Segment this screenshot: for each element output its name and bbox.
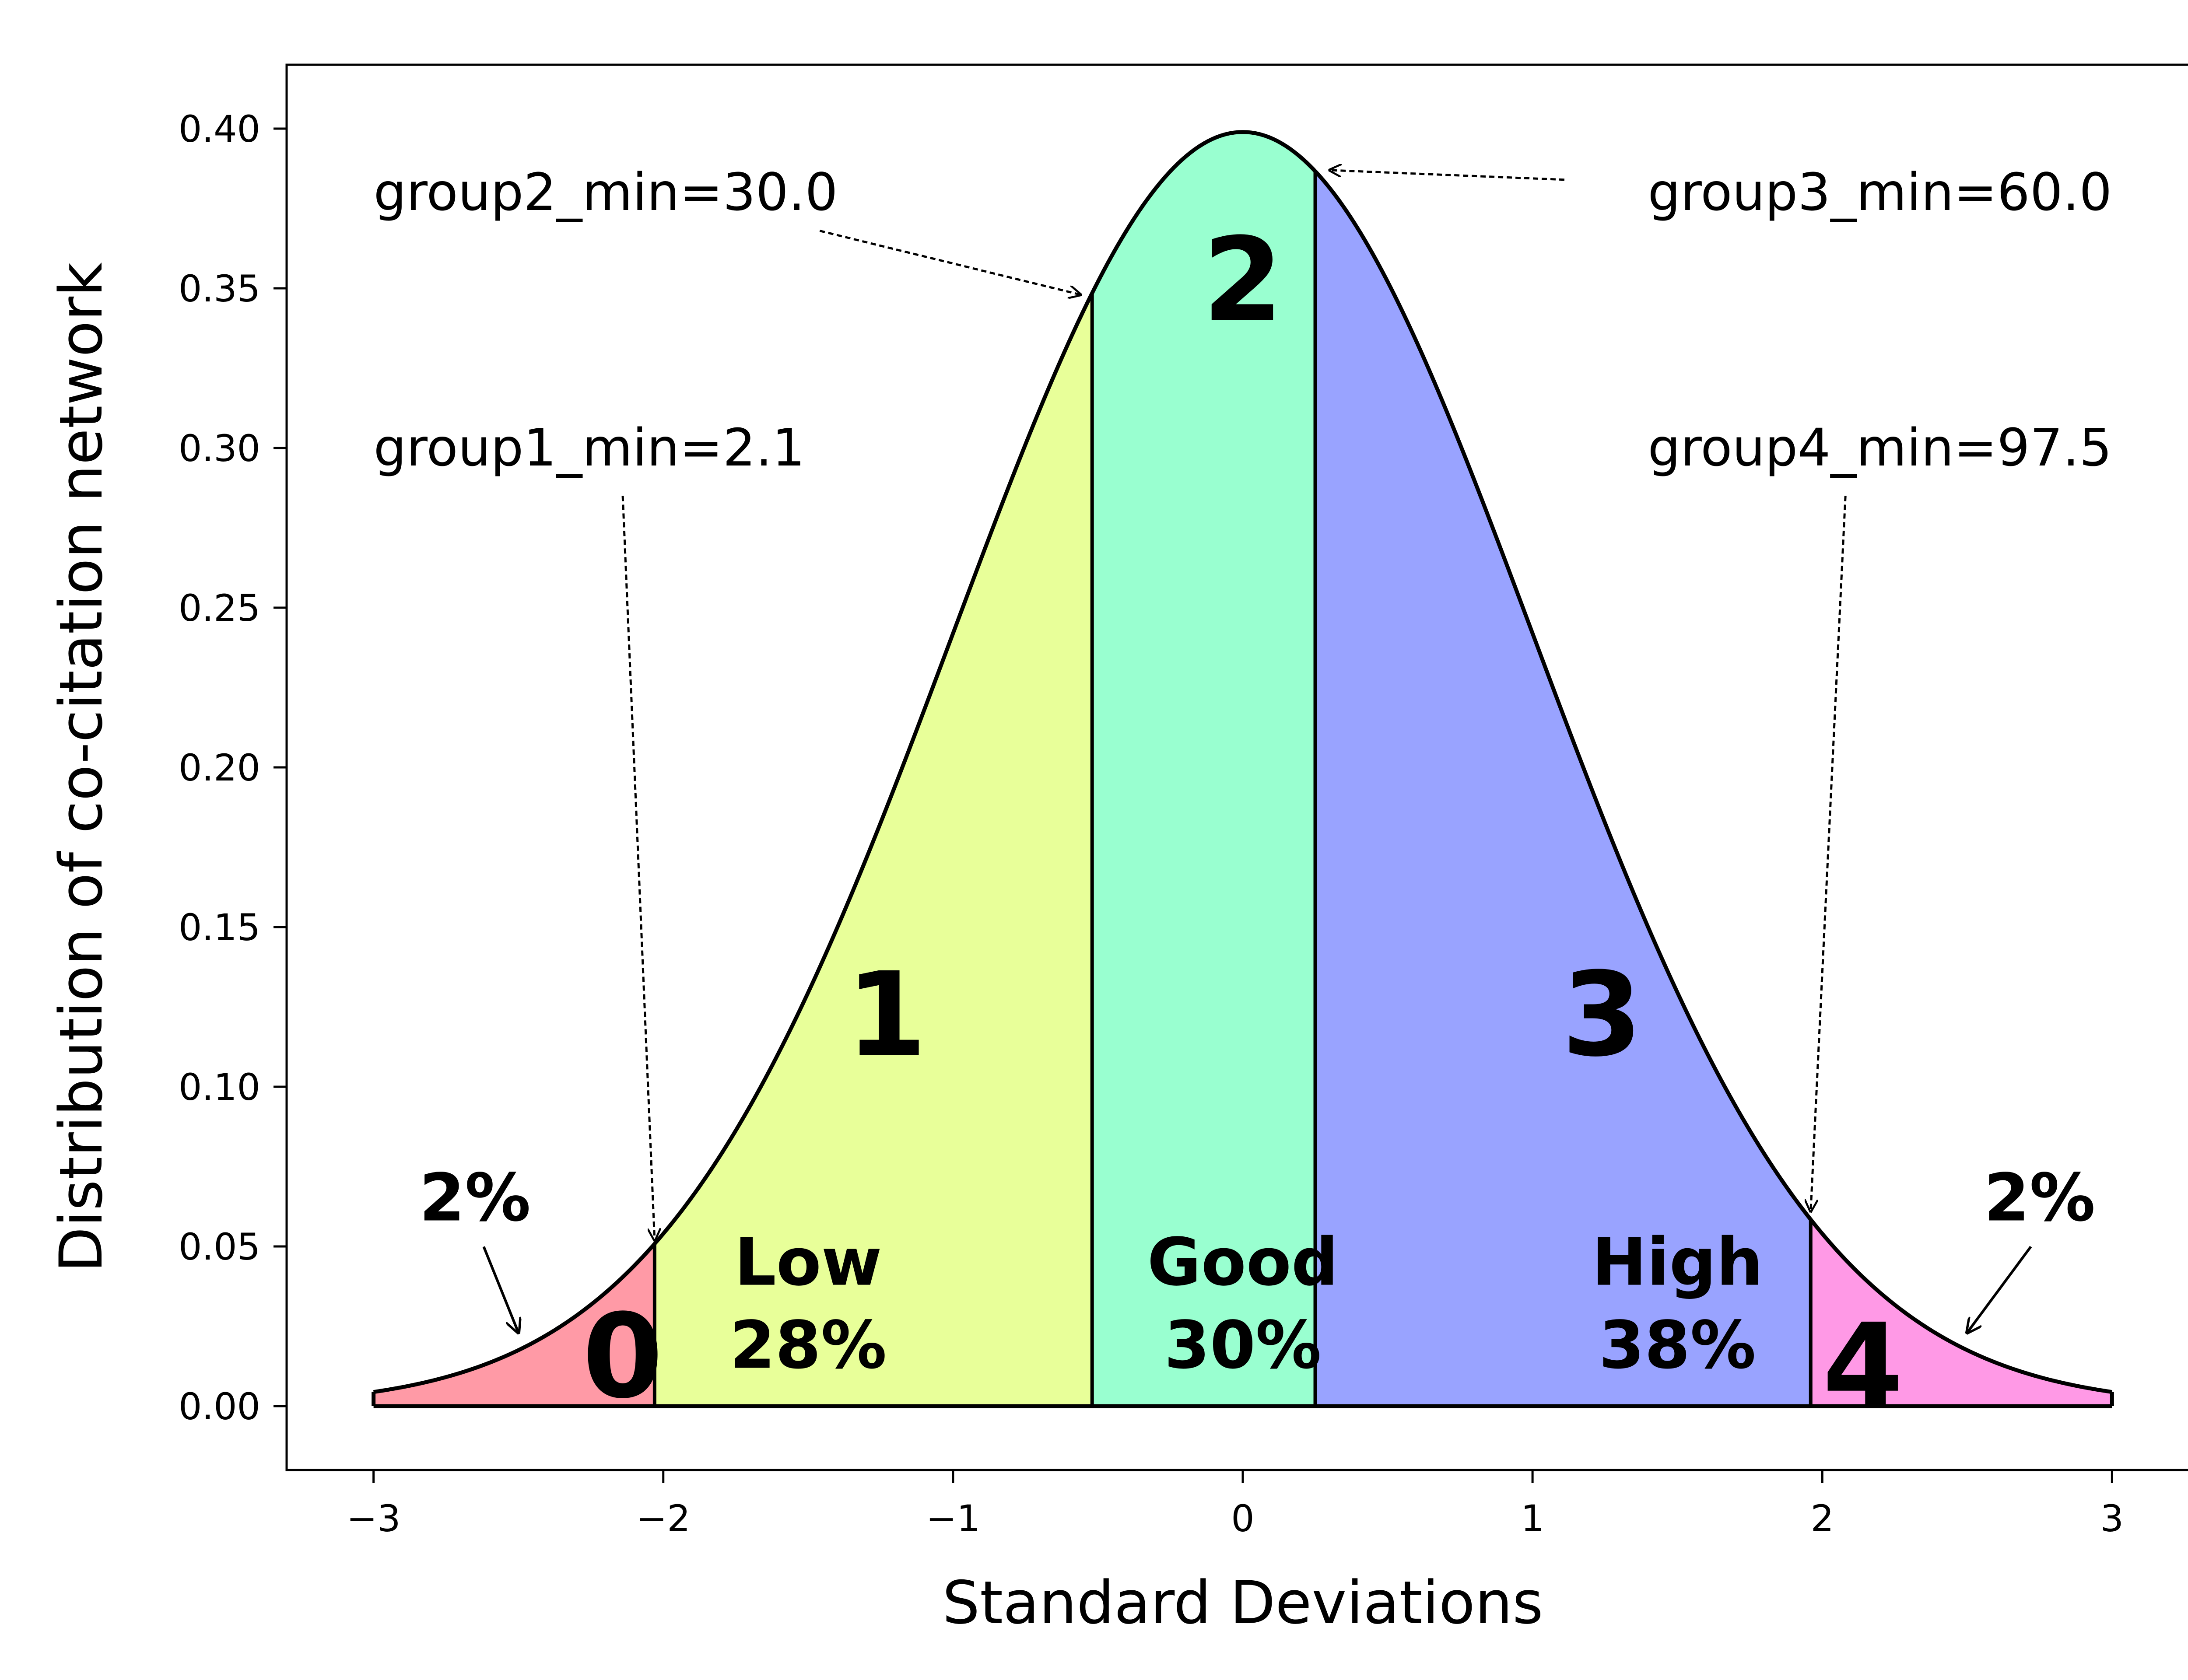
annotation-arrow — [819, 230, 1080, 295]
tail-percent-label: 2% — [419, 1160, 531, 1236]
annotation-text: group2_min=30.0 — [374, 162, 838, 222]
y-tick-label: 0.15 — [179, 906, 260, 949]
region-number-3: 3 — [1562, 948, 1642, 1082]
region-percent-2: 30% — [1164, 1307, 1321, 1383]
y-tick-label: 0.25 — [179, 587, 260, 630]
y-tick-label: 0.00 — [179, 1385, 260, 1428]
region-0-area — [373, 1243, 655, 1406]
region-2-area — [1092, 132, 1315, 1406]
y-tick-label: 0.20 — [179, 746, 260, 789]
ticks-layer: −3 −2 −1 0 1 2 3 0.00 0.05 0.10 0.15 0.20 0.25 0.30 0.… — [179, 108, 2124, 1540]
region-number-2: 2 — [1203, 213, 1283, 348]
y-tick-label: 0.40 — [179, 108, 260, 150]
region-3-area — [1315, 171, 1811, 1406]
region-name-2: Good — [1147, 1225, 1339, 1301]
x-tick-label: −1 — [926, 1497, 980, 1540]
tail-percent-arrow — [482, 1246, 518, 1333]
regions-layer — [373, 132, 2112, 1406]
annotation-text: group4_min=97.5 — [1648, 417, 2112, 478]
y-tick-label: 0.10 — [179, 1066, 260, 1109]
region-percent-3: 38% — [1599, 1307, 1756, 1383]
density-curve — [373, 130, 2113, 1394]
region-name-3: High — [1592, 1225, 1763, 1301]
x-tick-label: −3 — [347, 1497, 401, 1540]
y-tick-label: 0.35 — [179, 267, 260, 310]
x-tick-label: 2 — [1811, 1497, 1834, 1540]
region-number-4: 4 — [1823, 1299, 1903, 1434]
annotation-arrow — [1811, 496, 1847, 1211]
y-tick-label: 0.05 — [179, 1225, 260, 1268]
y-axis-title: Distribution of co-citation network — [47, 262, 116, 1273]
x-tick-label: 3 — [2100, 1497, 2124, 1540]
y-tick-label: 0.30 — [179, 427, 260, 470]
x-tick-label: −2 — [636, 1497, 691, 1540]
region-number-1: 1 — [846, 948, 926, 1082]
annotation-arrow — [621, 496, 655, 1240]
x-tick-label: 0 — [1231, 1497, 1254, 1540]
curve-layer — [372, 130, 2114, 1408]
region-1-area — [654, 293, 1092, 1406]
x-tick-label: 1 — [1521, 1497, 1544, 1540]
region-4-area — [1810, 1219, 2112, 1406]
annotation-arrow — [1330, 170, 1565, 181]
tail-percent-arrow — [1967, 1246, 2032, 1333]
region-name-1: Low — [734, 1225, 882, 1301]
annotation-text: group3_min=60.0 — [1648, 162, 2112, 222]
annotation-text: group1_min=2.1 — [374, 417, 805, 478]
x-axis-title: Standard Deviations — [942, 1568, 1543, 1637]
region-percent-1: 28% — [729, 1307, 887, 1383]
tail-percent-label: 2% — [1984, 1160, 2095, 1236]
region-number-0: 0 — [582, 1289, 663, 1424]
annotations-layer: group1_min=2.1 group2_min=30.0 group3_min=… — [374, 162, 2112, 1333]
